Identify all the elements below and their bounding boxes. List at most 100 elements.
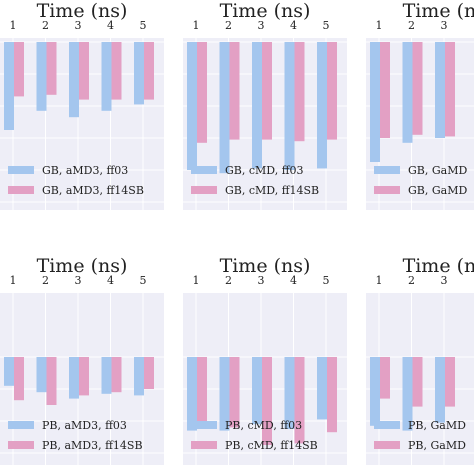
x-tick-label: 3 xyxy=(258,274,265,287)
bar-series-1-4 xyxy=(284,357,295,429)
x-tick-label: 2 xyxy=(42,19,49,32)
legend-label-1: GB, GaMD xyxy=(408,164,467,177)
x-tick-label: 2 xyxy=(408,19,415,32)
x-axis-title: Time (ns) xyxy=(403,0,474,22)
legend: PB, cMD, ff03 PB, cMD, ff14SB xyxy=(191,419,318,452)
bar-series-2-1 xyxy=(380,357,390,399)
bar-series-1-4 xyxy=(284,42,295,170)
bar-series-2-2 xyxy=(46,42,57,95)
x-tick-label: 1 xyxy=(376,19,383,32)
legend: GB, GaMD GB, GaMD xyxy=(374,164,467,197)
bar-series-2-1 xyxy=(197,42,207,143)
bar-series-1-3 xyxy=(252,357,262,425)
bar-series-2-4 xyxy=(111,42,122,100)
bar-series-1-2 xyxy=(36,357,47,393)
bar-series-2-2 xyxy=(229,42,240,140)
bar-series-2-2 xyxy=(229,357,240,428)
legend-label-1: GB, aMD3, ff03 xyxy=(42,164,128,177)
bar-series-1-2 xyxy=(219,42,230,174)
bar-series-1-1 xyxy=(187,357,197,431)
legend-label-2: PB, cMD, ff14SB xyxy=(225,439,318,452)
legend-swatch-1 xyxy=(374,166,400,174)
bar-series-2-3 xyxy=(262,42,272,140)
bar-series-2-3 xyxy=(79,42,89,100)
x-tick-label: 5 xyxy=(140,274,147,287)
x-tick-label: 5 xyxy=(323,274,330,287)
legend-swatch-1 xyxy=(191,166,217,174)
x-axis-title: Time (ns) xyxy=(37,0,128,22)
legend-label-1: PB, GaMD xyxy=(408,419,466,432)
bar-series-1-3 xyxy=(252,42,262,169)
x-axis-title: Time (ns) xyxy=(37,255,128,277)
x-tick-label: 2 xyxy=(408,274,415,287)
bar-series-1-1 xyxy=(4,357,14,386)
bar-series-1-5 xyxy=(317,42,327,169)
legend: GB, cMD, ff03 GB, cMD, ff14SB xyxy=(191,164,319,197)
x-axis-title: Time (ns) xyxy=(220,255,311,277)
bar-series-1-5 xyxy=(134,42,144,105)
x-tick-label: 4 xyxy=(290,274,297,287)
bar-series-2-1 xyxy=(14,357,24,401)
bar-series-1-3 xyxy=(435,42,445,138)
bar-series-1-2 xyxy=(219,357,230,431)
legend-label-2: PB, aMD3, ff14SB xyxy=(42,439,143,452)
legend: GB, aMD3, ff03 GB, aMD3, ff14SB xyxy=(8,164,144,197)
legend-swatch-2 xyxy=(191,441,217,449)
bar-series-2-3 xyxy=(79,357,89,396)
legend-swatch-2 xyxy=(374,186,400,194)
x-tick-label: 5 xyxy=(140,19,147,32)
subplot-2: 1 2 3 4 5 Time (ns) GB, cMD, ff03 GB, cMD, ff14… xyxy=(183,0,347,210)
bar-series-2-3 xyxy=(445,42,455,137)
legend-label-1: PB, cMD, ff03 xyxy=(225,419,302,432)
bar-series-1-2 xyxy=(402,357,413,431)
legend-swatch-2 xyxy=(8,186,34,194)
legend-label-2: GB, cMD, ff14SB xyxy=(225,184,319,197)
legend-swatch-2 xyxy=(8,441,34,449)
legend-swatch-1 xyxy=(8,421,34,429)
bar-series-1-3 xyxy=(69,42,79,118)
bar-series-2-5 xyxy=(327,357,337,433)
x-tick-label: 2 xyxy=(225,274,232,287)
legend-label-2: PB, GaMD xyxy=(408,439,466,452)
x-tick-label: 3 xyxy=(441,19,448,32)
bar-series-2-3 xyxy=(262,357,272,445)
legend: PB, aMD3, ff03 PB, aMD3, ff14SB xyxy=(8,419,143,452)
bar-series-2-5 xyxy=(144,42,154,100)
legend-swatch-1 xyxy=(8,166,34,174)
legend-swatch-2 xyxy=(191,186,217,194)
legend-swatch-1 xyxy=(374,421,400,429)
bar-series-2-4 xyxy=(294,42,305,142)
bar-series-1-1 xyxy=(187,42,197,170)
bar-series-2-2 xyxy=(412,357,423,407)
bar-series-1-4 xyxy=(101,357,112,394)
x-tick-label: 5 xyxy=(323,19,330,32)
legend-swatch-1 xyxy=(191,421,217,429)
bar-series-2-1 xyxy=(14,42,24,97)
bar-series-2-1 xyxy=(380,42,390,138)
x-tick-label: 3 xyxy=(441,274,448,287)
x-axis-title: Time (ns) xyxy=(220,0,311,22)
x-tick-label: 4 xyxy=(290,19,297,32)
x-tick-label: 4 xyxy=(107,274,114,287)
bar-series-2-1 xyxy=(197,357,207,425)
x-tick-label: 2 xyxy=(225,19,232,32)
bar-series-2-2 xyxy=(46,357,57,405)
bar-series-1-2 xyxy=(36,42,47,111)
bar-series-1-1 xyxy=(370,357,380,426)
bar-series-1-4 xyxy=(101,42,112,111)
bar-series-2-4 xyxy=(111,357,122,393)
bar-series-2-2 xyxy=(412,42,423,135)
legend-label-2: GB, GaMD xyxy=(408,184,467,197)
bar-series-1-3 xyxy=(69,357,79,399)
bar-series-2-5 xyxy=(327,42,337,140)
x-tick-label: 1 xyxy=(376,274,383,287)
bar-series-1-5 xyxy=(134,357,144,396)
bar-series-1-1 xyxy=(370,42,380,162)
x-tick-label: 3 xyxy=(258,19,265,32)
x-tick-label: 1 xyxy=(193,274,200,287)
